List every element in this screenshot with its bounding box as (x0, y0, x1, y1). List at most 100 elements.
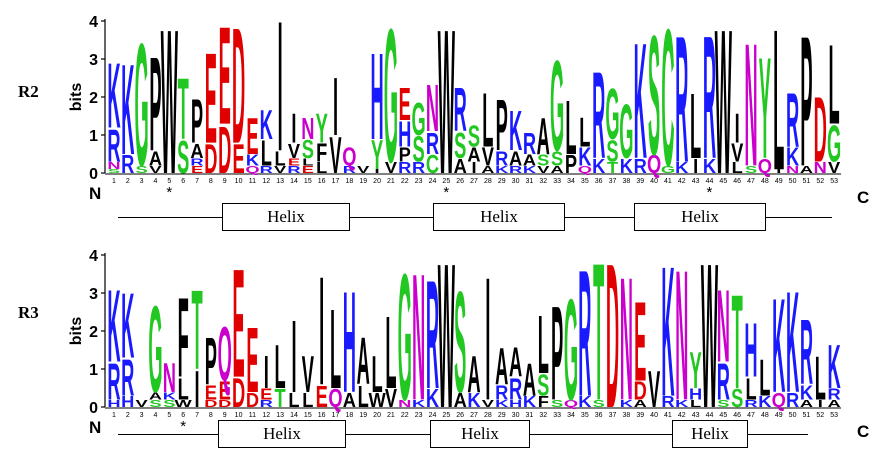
logo-letter-p: P (149, 30, 161, 180)
logo-letter-l: L (829, 22, 840, 149)
position-label: 15 (304, 178, 312, 185)
position-label: 47 (747, 178, 755, 185)
logo-letter-i: I (291, 105, 296, 152)
logo-letter-g: G (412, 94, 426, 145)
logo-letter-n: N (717, 268, 730, 384)
logo-letter-r: R (343, 165, 357, 176)
position-label: 7 (195, 412, 199, 419)
position-label: 51 (803, 178, 811, 185)
logo-letter-s: S (606, 135, 618, 169)
logo-letter-i: I (776, 168, 781, 174)
position-label: 21 (387, 412, 395, 419)
logo-letter-a: A (551, 165, 565, 176)
logo-letter-s: S (537, 152, 549, 169)
y-tick-label: 4 (89, 248, 98, 265)
position-label: 46 (733, 178, 741, 185)
position-label: 32 (539, 178, 547, 185)
position-label: 11 (249, 178, 256, 185)
position-label: 12 (262, 412, 270, 419)
logo-letter-w: W (438, 0, 455, 215)
position-label: 50 (789, 412, 797, 419)
n-terminus-label: N (89, 418, 101, 437)
logo-letter-h: H (509, 399, 522, 410)
logo-letter-k: K (246, 152, 260, 169)
position-label: 43 (692, 178, 700, 185)
logo-letter-k: K (772, 271, 785, 421)
helix-box-r2-3: Helix (634, 203, 766, 231)
logo-letter-a: A (523, 355, 536, 406)
position-label: 8 (209, 412, 213, 419)
logo-letter-k: K (786, 142, 799, 171)
logo-letter-e: E (232, 238, 244, 411)
logo-letter-k: K (800, 381, 813, 404)
logo-letter-k: K (620, 155, 633, 178)
logo-letter-v: V (136, 399, 148, 410)
logo-letter-d: D (232, 0, 245, 178)
logo-letter-a: A (481, 165, 495, 176)
logo-letter-v: V (537, 165, 549, 176)
logo-letter-a: A (149, 147, 162, 170)
position-label: 42 (678, 178, 686, 185)
logo-letter-p: P (496, 86, 508, 167)
y-tick-label: 2 (89, 90, 98, 107)
logo-letter-h: H (107, 399, 120, 410)
logo-letter-l: L (288, 389, 299, 412)
position-label: 10 (235, 412, 243, 419)
logo-letter-i: I (264, 347, 269, 398)
logo-letter-l: L (690, 75, 701, 179)
position-label: 25 (442, 412, 450, 419)
position-label: 1 (112, 178, 116, 185)
logo-letter-e: E (219, 0, 231, 154)
logo-letter-i: I (319, 245, 324, 418)
logo-letter-e: E (288, 157, 300, 168)
logo-letter-y: Y (371, 132, 383, 179)
position-label: 17 (332, 412, 340, 419)
position-label: 6 (181, 412, 185, 419)
logo-letter-q: Q (218, 310, 232, 397)
logo-letter-s: S (468, 120, 480, 154)
y-axis-label: bits (68, 83, 85, 112)
logo-letter-k: K (495, 399, 509, 410)
position-label: 18 (345, 412, 353, 419)
logo-letter-l: L (358, 380, 369, 414)
logo-letter-a: A (467, 144, 480, 167)
logo-letter-g: G (564, 269, 578, 430)
logo-letter-r: R (426, 127, 439, 161)
logo-letter-l: L (579, 109, 590, 156)
logo-letter-p: P (205, 326, 217, 400)
logo-letter-l: L (759, 350, 770, 407)
logo-letter-t: T (732, 267, 743, 417)
logo-letter-i: I (735, 105, 740, 152)
position-label: 44 (706, 178, 714, 185)
logo-letter-n: N (786, 165, 799, 176)
logo-letter-r: R (800, 301, 813, 405)
position-label: 50 (789, 178, 797, 185)
logo-letter-k: K (703, 155, 716, 178)
logo-letter-k: K (828, 332, 841, 401)
position-label: 33 (553, 412, 561, 419)
position-label: 39 (636, 412, 644, 419)
logo-letter-r: R (190, 157, 204, 168)
logo-letter-r: R (675, 0, 688, 201)
position-label: 48 (761, 178, 769, 185)
logo-letter-e: E (246, 109, 258, 166)
conserved-marker: * (180, 418, 186, 435)
logo-letter-k: K (495, 165, 509, 176)
logo-letter-y: Y (759, 27, 771, 188)
logo-letter-l: L (565, 84, 576, 171)
position-label: 37 (609, 178, 617, 185)
logo-letter-l: L (773, 0, 784, 213)
logo-letter-l: L (482, 76, 493, 163)
logo-letter-e: E (246, 309, 258, 413)
logo-letter-n: N (675, 234, 688, 439)
logo-letter-r: R (121, 350, 134, 407)
y-tick-label: 0 (89, 166, 98, 183)
logo-letter-w: W (438, 234, 455, 449)
logo-letter-v: V (648, 362, 660, 419)
logo-letter-s: S (136, 165, 148, 176)
logo-letter-l: L (302, 389, 313, 412)
logo-letter-l: L (371, 346, 382, 403)
logo-letter-n: N (398, 399, 411, 410)
position-label: 35 (581, 178, 589, 185)
